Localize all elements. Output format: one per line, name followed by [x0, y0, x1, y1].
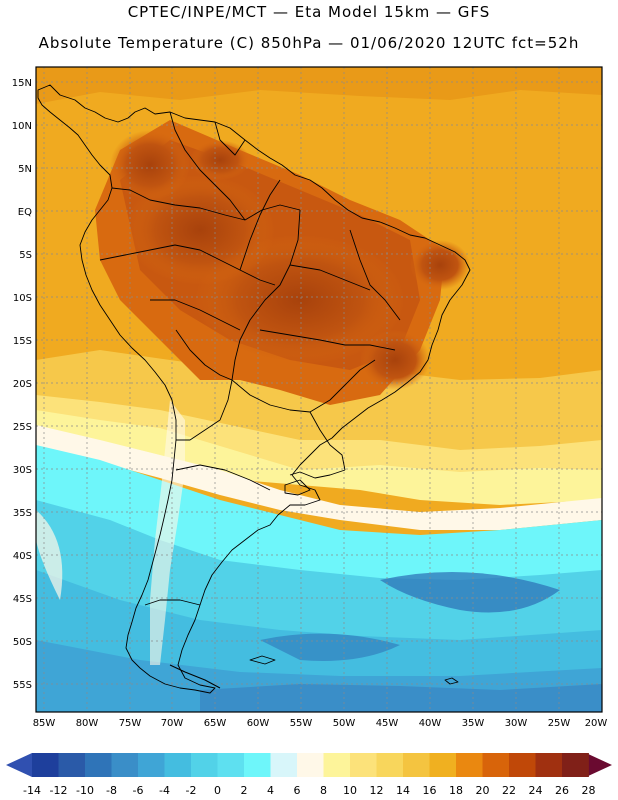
lon-tick: 65W — [204, 718, 227, 729]
lat-tick: EQ — [18, 207, 32, 218]
colorbar-swatch — [482, 753, 510, 777]
colorbar-label: 12 — [370, 784, 384, 797]
colorbar-label: 20 — [476, 784, 490, 797]
lat-tick: 45S — [13, 594, 32, 605]
colorbar-swatch — [509, 753, 536, 777]
colorbar-swatch — [164, 753, 192, 777]
colorbar-swatch — [350, 753, 377, 777]
lat-tick: 10S — [13, 293, 32, 304]
colorbar-swatch — [323, 753, 351, 777]
colorbar-label: 26 — [555, 784, 569, 797]
colorbar-label: -8 — [106, 784, 117, 797]
lat-tick: 5N — [18, 164, 32, 175]
colorbar-swatch — [270, 753, 298, 777]
colorbar-swatch — [58, 753, 86, 777]
lat-tick: 50S — [13, 637, 32, 648]
lon-tick: 25W — [548, 718, 571, 729]
map-frame — [35, 66, 603, 713]
colorbar-swatch — [244, 753, 271, 777]
colorbar-label: -12 — [50, 784, 68, 797]
colorbar-swatch — [138, 753, 165, 777]
colorbar-swatch — [111, 753, 139, 777]
lon-axis: 85W 80W 75W 70W 65W 60W 55W 50W 45W 40W … — [33, 718, 608, 729]
colorbar-label: 16 — [423, 784, 437, 797]
lon-tick: 80W — [76, 718, 99, 729]
lon-tick: 40W — [419, 718, 442, 729]
colorbar-label: 10 — [343, 784, 357, 797]
colorbar-label: 2 — [241, 784, 248, 797]
colorbar-swatch — [191, 753, 218, 777]
graticule — [36, 67, 602, 712]
colorbar-swatch — [376, 753, 404, 777]
lat-tick: 35S — [13, 508, 32, 519]
colorbar-swatch — [456, 753, 483, 777]
lat-tick: 55S — [13, 680, 32, 691]
lon-tick: 55W — [290, 718, 313, 729]
lon-tick: 30W — [505, 718, 528, 729]
lon-tick: 60W — [247, 718, 270, 729]
lat-tick: 15N — [12, 78, 32, 89]
title-line-2: Absolute Temperature (C) 850hPa — 01/06/… — [38, 34, 580, 52]
colorbar-swatch — [217, 753, 245, 777]
lon-tick: 75W — [119, 718, 142, 729]
colorbar-label: 6 — [294, 784, 301, 797]
lat-tick: 25S — [13, 422, 32, 433]
colorbar-label: 14 — [396, 784, 410, 797]
lon-tick: 35W — [462, 718, 485, 729]
title-line-1: CPTEC/INPE/MCT — Eta Model 15km — GFS — [127, 3, 491, 21]
colorbar-swatch — [32, 753, 59, 777]
lat-tick: 30S — [13, 465, 32, 476]
colorbar-label: 0 — [214, 784, 221, 797]
colorbar-min-arrow — [6, 753, 32, 777]
colorbar-swatch — [85, 753, 112, 777]
lat-tick: 40S — [13, 551, 32, 562]
lon-tick: 45W — [376, 718, 399, 729]
colorbar-label: -2 — [186, 784, 197, 797]
colorbar-label: -6 — [133, 784, 144, 797]
colorbar-label: 8 — [320, 784, 327, 797]
colorbar-label: -10 — [76, 784, 94, 797]
colorbar-swatch — [297, 753, 324, 777]
colorbar-swatch — [562, 753, 589, 777]
lon-tick: 70W — [161, 718, 184, 729]
lon-tick: 50W — [333, 718, 356, 729]
colorbar-max-arrow — [586, 753, 612, 777]
lat-tick: 5S — [19, 250, 32, 261]
lat-tick: 10N — [12, 121, 32, 132]
temperature-field — [36, 67, 602, 712]
colorbar-label: -4 — [159, 784, 170, 797]
colorbar-label: 4 — [267, 784, 274, 797]
colorbar-label: 22 — [502, 784, 516, 797]
lat-tick: 15S — [13, 336, 32, 347]
colorbar-label: -14 — [23, 784, 41, 797]
colorbar-swatch — [429, 753, 457, 777]
colorbar-label: 24 — [529, 784, 543, 797]
lon-tick: 85W — [33, 718, 56, 729]
coastlines — [37, 84, 471, 694]
colorbar-label: 28 — [582, 784, 596, 797]
lat-tick: 20S — [13, 379, 32, 390]
colorbar-swatch — [403, 753, 430, 777]
colorbar-swatch — [535, 753, 563, 777]
lon-tick: 20W — [585, 718, 608, 729]
colorbar-label: 18 — [449, 784, 463, 797]
lat-axis: 15N 10N 5N EQ 5S 10S 15S 20S 25S 30S 35S… — [12, 78, 32, 691]
colorbar: -14 -12 -10 -8 -6 -4 -2 0 2 4 6 8 10 12 … — [6, 753, 612, 797]
